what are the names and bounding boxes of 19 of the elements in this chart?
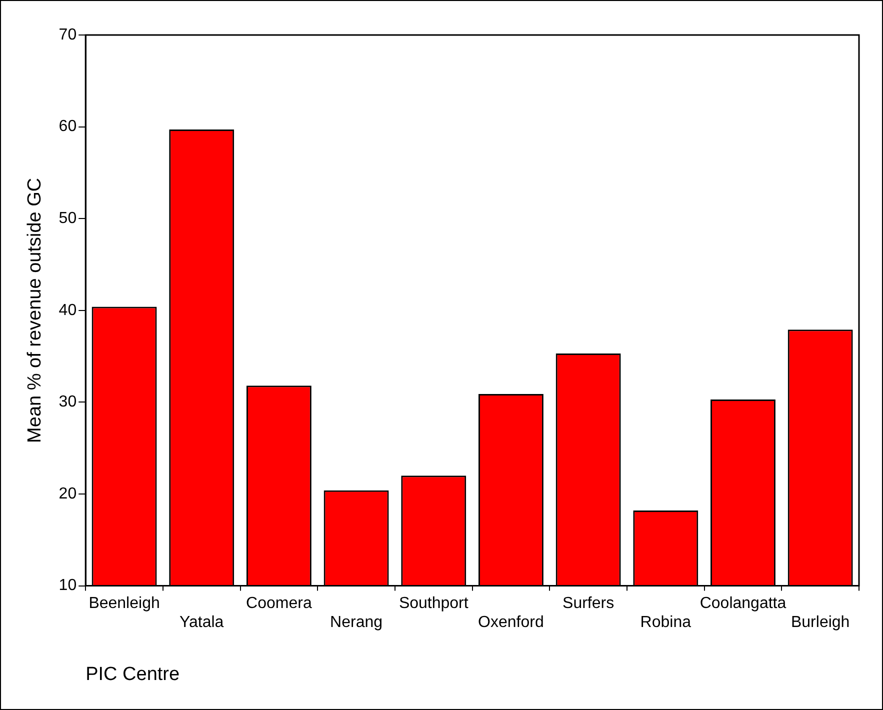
x-tick-label: Southport: [398, 594, 469, 612]
x-tick-label: Beenleigh: [88, 594, 160, 612]
y-tick-label: 60: [58, 118, 77, 136]
x-tick-label: Nerang: [330, 614, 383, 632]
y-tick-label: 70: [58, 26, 77, 44]
y-tick-label: 50: [58, 210, 77, 228]
y-tick-label: 40: [58, 302, 77, 319]
y-axis-title: Mean % of revenue outside GC: [24, 178, 46, 443]
x-tick-label: Coolangatta: [700, 594, 786, 612]
x-tick-label: Oxenford: [478, 614, 544, 632]
x-axis-title: PIC Centre: [86, 664, 180, 685]
y-tick-label: 30: [58, 394, 77, 411]
x-tick-label: Yatala: [180, 614, 224, 632]
y-tick-label: 10: [58, 577, 77, 594]
x-tick-label: Burleigh: [790, 614, 850, 632]
x-tick-label: Coomera: [246, 594, 312, 612]
y-tick-label: 20: [58, 485, 77, 502]
x-tick-label: Robina: [640, 614, 692, 632]
x-tick-label: Surfers: [562, 594, 614, 612]
